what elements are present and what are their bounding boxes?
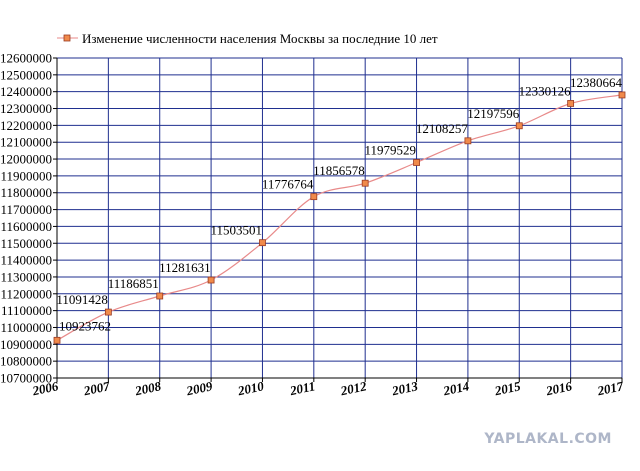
y-tick-label-12: 11900000 <box>0 168 52 183</box>
x-tick-label-9: 2015 <box>492 378 522 398</box>
y-tick-label-9: 11600000 <box>0 219 52 234</box>
x-tick-label-3: 2009 <box>184 378 214 398</box>
data-label-2009: 11281631 <box>159 260 211 275</box>
x-tick-label-11: 2017 <box>595 378 625 398</box>
data-label-2011: 11776764 <box>262 177 314 192</box>
grid <box>56 57 623 379</box>
data-label-2010: 11503501 <box>210 223 262 238</box>
x-tick-label-4: 2010 <box>236 378 266 398</box>
x-tick-label-8: 2014 <box>441 378 471 398</box>
series-line <box>56 94 623 341</box>
data-label-2014: 12108257 <box>416 121 469 136</box>
y-tick-label-1: 10800000 <box>0 354 52 369</box>
data-markers <box>53 91 626 344</box>
axes <box>56 58 622 379</box>
y-tick-label-15: 12200000 <box>0 118 52 133</box>
data-point-2016 <box>567 100 575 107</box>
y-tick-label-5: 11200000 <box>0 286 52 301</box>
y-tick-label-14: 12100000 <box>0 135 52 150</box>
data-label-2017: 12380664 <box>570 75 623 90</box>
x-axis-ticks: 2006 2007 2008 2009 2010 2011 2012 2013 2014 2015… <box>30 378 625 399</box>
y-tick-label-10: 11700000 <box>0 202 52 217</box>
data-label-2007: 11091428 <box>56 292 108 307</box>
population-line <box>56 94 623 341</box>
legend-marker <box>63 34 71 42</box>
x-tick-label-1: 2007 <box>81 378 111 398</box>
x-tick-label-5: 2011 <box>288 378 317 398</box>
data-point-2006 <box>53 336 61 344</box>
data-point-2011 <box>310 193 318 201</box>
data-point-2015 <box>515 122 523 130</box>
data-label-2006: 10923762 <box>59 318 111 333</box>
x-tick-label-0: 2006 <box>30 378 60 398</box>
y-tick-label-17: 12400000 <box>0 84 52 99</box>
data-point-2009 <box>207 276 215 284</box>
legend-label: Изменение численности населения Москвы з… <box>82 31 438 46</box>
x-tick-label-7: 2013 <box>390 378 420 398</box>
y-tick-label-16: 12300000 <box>0 101 52 116</box>
y-tick-label-11: 11800000 <box>0 185 52 200</box>
data-point-2007 <box>104 308 112 316</box>
y-tick-label-6: 11300000 <box>0 269 52 284</box>
data-point-2014 <box>464 137 472 145</box>
y-tick-label-8: 11500000 <box>0 236 52 251</box>
y-tick-label-7: 11400000 <box>0 253 52 268</box>
y-tick-label-19: 12600000 <box>0 51 52 66</box>
legend: Изменение численности населения Москвы з… <box>57 31 438 46</box>
data-label-2013: 11979529 <box>365 143 417 158</box>
y-tick-label-2: 10900000 <box>0 337 52 352</box>
y-axis-ticks: 10700000 10800000 10900000 11000000 11100000… <box>0 51 57 386</box>
y-tick-label-4: 11100000 <box>1 303 52 318</box>
x-tick-label-6: 2012 <box>338 378 368 398</box>
data-label-2015: 12197596 <box>467 106 519 121</box>
data-label-2008: 11186851 <box>108 276 159 291</box>
data-point-2010 <box>259 239 266 247</box>
y-tick-label-3: 11000000 <box>0 320 52 335</box>
y-tick-label-18: 12500000 <box>0 67 52 82</box>
data-point-2008 <box>156 292 164 300</box>
watermark: YAPLAKAL.COM <box>483 431 612 447</box>
data-point-2017 <box>618 91 626 99</box>
y-tick-label-0: 10700000 <box>0 371 52 386</box>
x-tick-label-2: 2008 <box>133 378 163 398</box>
data-label-2012: 11856578 <box>313 163 365 178</box>
data-point-2013 <box>413 159 420 166</box>
data-label-2016: 12330126 <box>519 83 572 98</box>
data-point-2012 <box>361 179 369 187</box>
x-tick-label-10: 2016 <box>544 378 574 398</box>
y-tick-label-13: 12000000 <box>0 152 52 167</box>
